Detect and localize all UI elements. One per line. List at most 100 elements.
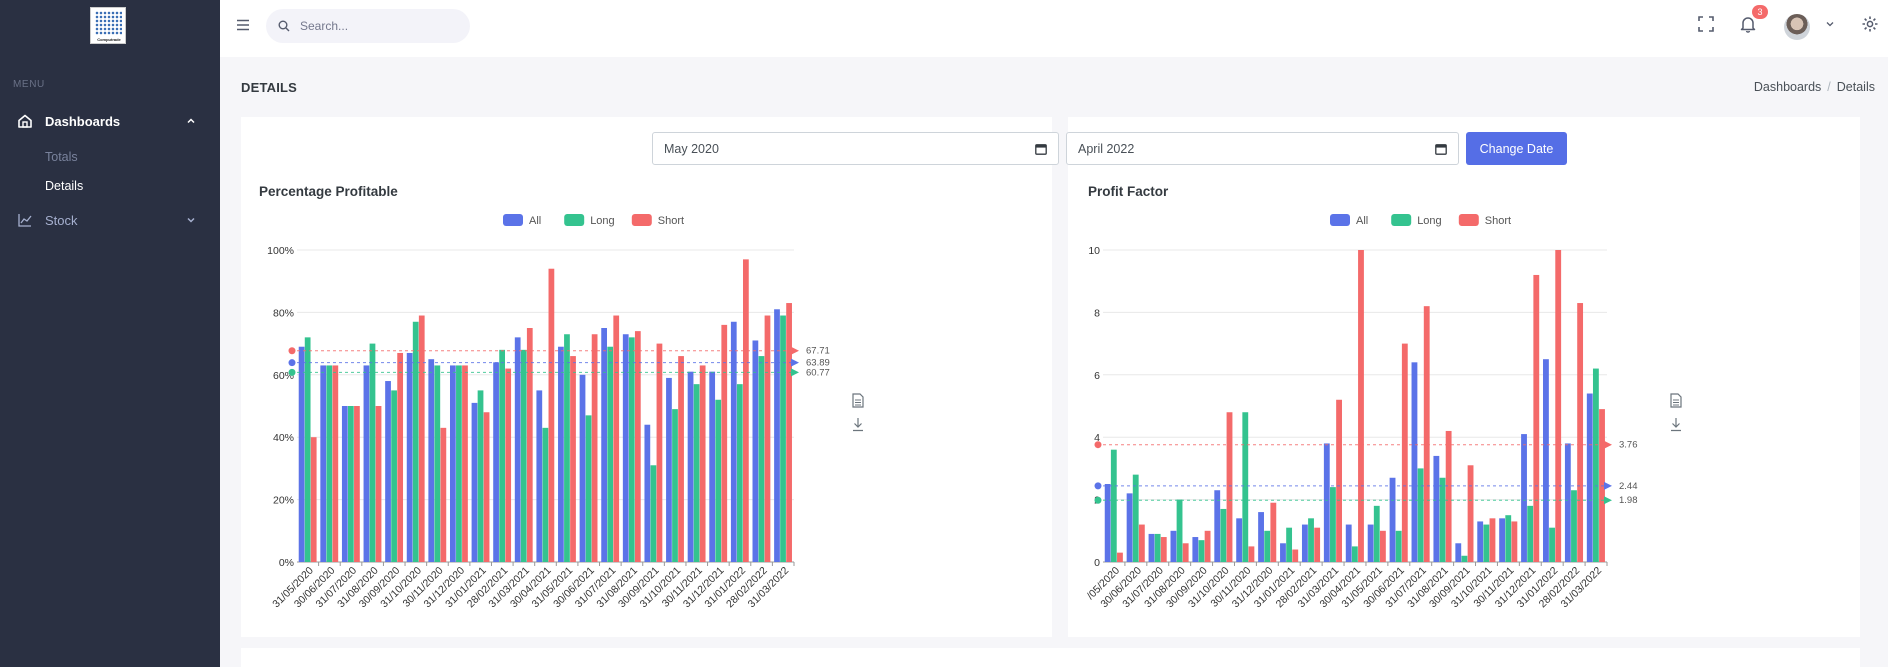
end-date-input[interactable]: April 2022 <box>1066 132 1459 165</box>
legend-item-all[interactable]: All <box>503 214 541 227</box>
bar-short[interactable] <box>678 356 684 562</box>
bar-short[interactable] <box>397 352 404 562</box>
sidebar-item-details[interactable]: Details <box>45 179 84 193</box>
bar-long[interactable] <box>412 321 419 562</box>
bar-long[interactable] <box>1330 487 1336 562</box>
bar-short[interactable] <box>1314 527 1321 562</box>
bar-all[interactable] <box>1104 484 1111 562</box>
bar-long[interactable] <box>1264 530 1271 562</box>
bar-long[interactable] <box>715 399 722 562</box>
document-icon[interactable] <box>1670 393 1682 408</box>
bar-long[interactable] <box>1308 518 1314 562</box>
bar-short[interactable] <box>656 343 663 562</box>
sidebar-item-totals[interactable]: Totals <box>45 150 78 164</box>
bar-long[interactable] <box>477 390 484 562</box>
bar-long[interactable] <box>369 343 376 562</box>
bar-short[interactable] <box>1117 552 1123 562</box>
bar-all[interactable] <box>558 346 564 562</box>
bar-long[interactable] <box>736 384 743 562</box>
bar-short[interactable] <box>786 303 792 562</box>
bar-short[interactable] <box>721 324 728 562</box>
bar-long[interactable] <box>347 406 354 562</box>
bar-all[interactable] <box>1433 455 1440 562</box>
bar-long[interactable] <box>1439 477 1446 562</box>
bar-long[interactable] <box>520 349 527 562</box>
bar-long[interactable] <box>780 315 786 562</box>
bar-long[interactable] <box>1461 555 1468 562</box>
download-icon[interactable] <box>853 418 863 432</box>
start-date-input[interactable]: May 2020 <box>652 132 1059 165</box>
bar-short[interactable] <box>764 315 771 562</box>
bar-all[interactable] <box>536 390 543 562</box>
bar-long[interactable] <box>564 334 570 562</box>
bar-short[interactable] <box>354 406 360 562</box>
bar-all[interactable] <box>644 424 651 562</box>
bar-all[interactable] <box>1126 493 1133 562</box>
bar-short[interactable] <box>1467 465 1474 562</box>
bar-all[interactable] <box>1192 537 1199 562</box>
sidebar-item-stock[interactable]: Stock <box>0 208 220 232</box>
bar-all[interactable] <box>493 362 499 562</box>
bar-long[interactable] <box>326 365 333 562</box>
bar-all[interactable] <box>406 352 413 562</box>
bar-all[interactable] <box>1280 543 1286 562</box>
bar-short[interactable] <box>526 328 533 562</box>
bar-long[interactable] <box>693 384 700 562</box>
bar-short[interactable] <box>1160 537 1167 562</box>
bar-all[interactable] <box>1367 524 1374 562</box>
bar-short[interactable] <box>1248 546 1255 562</box>
bar-short[interactable] <box>743 259 749 562</box>
breadcrumb-link-dashboards[interactable]: Dashboards <box>1753 80 1822 94</box>
bar-short[interactable] <box>1577 303 1584 562</box>
user-avatar[interactable] <box>1784 14 1810 40</box>
search-input[interactable] <box>300 9 460 43</box>
gear-icon[interactable] <box>1861 15 1879 33</box>
bar-long[interactable] <box>1154 533 1161 562</box>
bar-long[interactable] <box>1220 508 1227 562</box>
fullscreen-icon[interactable] <box>1697 15 1715 33</box>
bar-long[interactable] <box>304 337 311 562</box>
bar-short[interactable] <box>440 427 447 562</box>
bar-all[interactable] <box>449 365 456 562</box>
legend-item-short[interactable]: Short <box>631 214 684 227</box>
bar-long[interactable] <box>650 465 657 562</box>
bar-all[interactable] <box>752 340 759 562</box>
bar-short[interactable] <box>462 365 468 562</box>
bar-all[interactable] <box>1323 443 1330 562</box>
legend-item-all[interactable]: All <box>1330 214 1368 227</box>
legend-item-long[interactable]: Long <box>1391 214 1442 227</box>
bar-all[interactable] <box>341 406 348 562</box>
bar-long[interactable] <box>1592 368 1599 562</box>
bar-all[interactable] <box>579 374 586 562</box>
bar-short[interactable] <box>1379 530 1386 562</box>
bar-all[interactable] <box>666 377 672 562</box>
bar-all[interactable] <box>601 328 608 562</box>
bar-short[interactable] <box>1270 502 1277 562</box>
bar-short[interactable] <box>375 406 382 562</box>
bar-short[interactable] <box>548 268 555 562</box>
chevron-down-icon[interactable] <box>1826 20 1834 28</box>
bar-short[interactable] <box>1555 250 1562 562</box>
bar-all[interactable] <box>363 365 370 562</box>
bar-all[interactable] <box>1477 521 1484 562</box>
bar-short[interactable] <box>634 331 641 562</box>
bar-long[interactable] <box>499 349 506 562</box>
bar-all[interactable] <box>1521 434 1527 562</box>
bar-short[interactable] <box>1533 274 1540 562</box>
bell-icon[interactable] <box>1739 15 1757 33</box>
bar-all[interactable] <box>687 371 694 562</box>
bar-all[interactable] <box>471 402 478 562</box>
bar-short[interactable] <box>1292 549 1299 562</box>
bar-long[interactable] <box>1373 505 1380 562</box>
bar-short[interactable] <box>332 365 339 562</box>
bar-long[interactable] <box>1198 540 1205 562</box>
bar-long[interactable] <box>585 415 592 562</box>
bar-all[interactable] <box>1543 359 1549 562</box>
document-icon[interactable] <box>852 393 864 408</box>
bar-short[interactable] <box>699 365 706 562</box>
bar-long[interactable] <box>628 337 635 562</box>
bar-long[interactable] <box>1176 499 1183 562</box>
bar-all[interactable] <box>1564 443 1571 562</box>
bar-long[interactable] <box>1571 490 1577 562</box>
bar-short[interactable] <box>570 356 576 562</box>
